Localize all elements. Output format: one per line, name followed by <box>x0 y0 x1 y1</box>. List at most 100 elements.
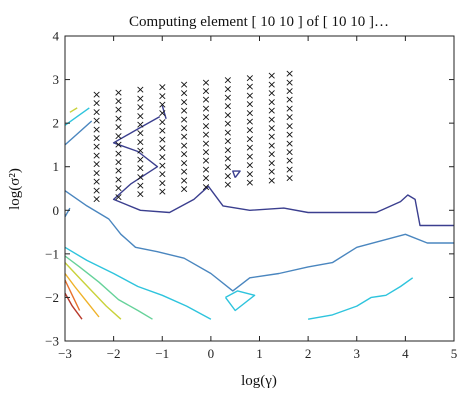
y-axis-label: log(σ²) <box>7 168 23 210</box>
grid-point-marker: × <box>267 87 276 100</box>
grid-point-marker: × <box>223 169 232 182</box>
x-tick-label: 2 <box>305 346 312 361</box>
search-grid-markers: × × × × × × × × × × × × × × × × × × × × × × × × × × × × × × × × × × × × × × × ×… <box>92 67 294 206</box>
grid-point-marker: × <box>179 113 188 126</box>
grid-point-marker: × <box>114 164 123 177</box>
grid-point-marker: × <box>201 172 210 185</box>
contour-line <box>64 262 122 320</box>
x-tick-label: −3 <box>58 346 72 361</box>
grid-point-marker: × <box>114 156 123 169</box>
y-tick-label: 1 <box>53 159 60 174</box>
grid-point-marker: × <box>136 118 145 131</box>
y-tick-label: −2 <box>45 290 59 305</box>
grid-point-marker: × <box>136 109 145 122</box>
grid-point-marker: × <box>285 128 294 141</box>
grid-point-marker: × <box>92 123 101 136</box>
contour-lines <box>64 105 454 320</box>
grid-point-marker: × <box>223 152 232 165</box>
grid-point-marker: × <box>92 166 101 179</box>
grid-point-marker: × <box>136 92 145 105</box>
contour-line <box>64 120 93 146</box>
grid-point-marker: × <box>285 146 294 159</box>
grid-point-marker: × <box>285 102 294 115</box>
x-tick-label: 5 <box>451 346 458 361</box>
grid-point-marker: × <box>136 101 145 114</box>
x-tick-label: 4 <box>402 346 409 361</box>
contour-line <box>64 255 153 320</box>
grid-point-marker: × <box>201 137 210 150</box>
grid-point-marker: × <box>267 69 276 82</box>
grid-point-marker: × <box>267 130 276 143</box>
grid-point-marker: × <box>114 103 123 116</box>
grid-point-marker: × <box>267 148 276 161</box>
grid-point-marker: × <box>245 176 254 189</box>
grid-point-marker: × <box>201 93 210 106</box>
grid-point-marker: × <box>136 170 145 183</box>
grid-point-marker: × <box>114 121 123 134</box>
grid-point-marker: × <box>223 74 232 87</box>
grid-point-marker: × <box>158 98 167 111</box>
grid-point-marker: × <box>201 128 210 141</box>
grid-point-marker: × <box>245 159 254 172</box>
grid-point-marker: × <box>245 98 254 111</box>
grid-point-marker: × <box>92 140 101 153</box>
grid-point-marker: × <box>267 78 276 91</box>
grid-point-marker: × <box>285 154 294 167</box>
grid-point-marker: × <box>92 114 101 127</box>
grid-point-marker: × <box>136 135 145 148</box>
x-axis-ticks: −3 −2 −1 0 1 2 3 4 5 <box>58 36 457 361</box>
grid-point-marker: × <box>158 159 167 172</box>
grid-point-marker: × <box>92 175 101 188</box>
grid-point-marker: × <box>267 104 276 117</box>
plot-frame <box>64 35 455 342</box>
grid-point-marker: × <box>158 133 167 146</box>
grid-point-marker: × <box>201 76 210 89</box>
grid-point-marker: × <box>223 178 232 191</box>
y-tick-label: 4 <box>53 29 60 44</box>
grid-point-marker: × <box>158 176 167 189</box>
grid-point-marker: × <box>114 173 123 186</box>
grid-point-marker: × <box>136 162 145 175</box>
x-axis-label: log(γ) <box>241 373 277 389</box>
y-tick-label: 0 <box>53 203 60 218</box>
grid-point-marker: × <box>201 102 210 115</box>
grid-point-marker: × <box>136 83 145 96</box>
x-tick-label: −1 <box>155 346 169 361</box>
grid-point-marker: × <box>179 165 188 178</box>
grid-point-marker: × <box>201 180 210 193</box>
grid-point-marker: × <box>158 168 167 181</box>
grid-point-marker: × <box>114 147 123 160</box>
grid-point-marker: × <box>267 139 276 152</box>
grid-point-marker: × <box>136 127 145 140</box>
x-tick-label: 1 <box>256 346 263 361</box>
grid-point-marker: × <box>245 89 254 102</box>
y-tick-label: 3 <box>53 72 60 87</box>
grid-point-marker: × <box>136 179 145 192</box>
grid-point-marker: × <box>267 95 276 108</box>
grid-point-marker: × <box>136 188 145 201</box>
grid-point-marker: × <box>245 71 254 84</box>
grid-point-marker: × <box>223 135 232 148</box>
grid-point-marker: × <box>179 183 188 196</box>
contour-line <box>64 190 454 292</box>
grid-point-marker: × <box>92 193 101 206</box>
grid-point-marker: × <box>179 130 188 143</box>
grid-point-marker: × <box>245 167 254 180</box>
grid-point-marker: × <box>114 112 123 125</box>
contour-line <box>224 290 256 312</box>
grid-point-marker: × <box>179 139 188 152</box>
grid-point-marker: × <box>179 122 188 135</box>
y-tick-label: 2 <box>53 116 60 131</box>
grid-point-marker: × <box>223 143 232 156</box>
chart-title: Computing element [ 10 10 ] of [ 10 10 ]… <box>129 14 389 30</box>
grid-point-marker: × <box>223 108 232 121</box>
grid-point-marker: × <box>92 88 101 101</box>
grid-point-marker: × <box>201 111 210 124</box>
grid-point-marker: × <box>179 148 188 161</box>
x-tick-label: 3 <box>354 346 361 361</box>
grid-point-marker: × <box>201 146 210 159</box>
grid-point-marker: × <box>285 172 294 185</box>
grid-point-marker: × <box>267 156 276 169</box>
grid-point-marker: × <box>285 119 294 132</box>
grid-point-marker: × <box>285 111 294 124</box>
